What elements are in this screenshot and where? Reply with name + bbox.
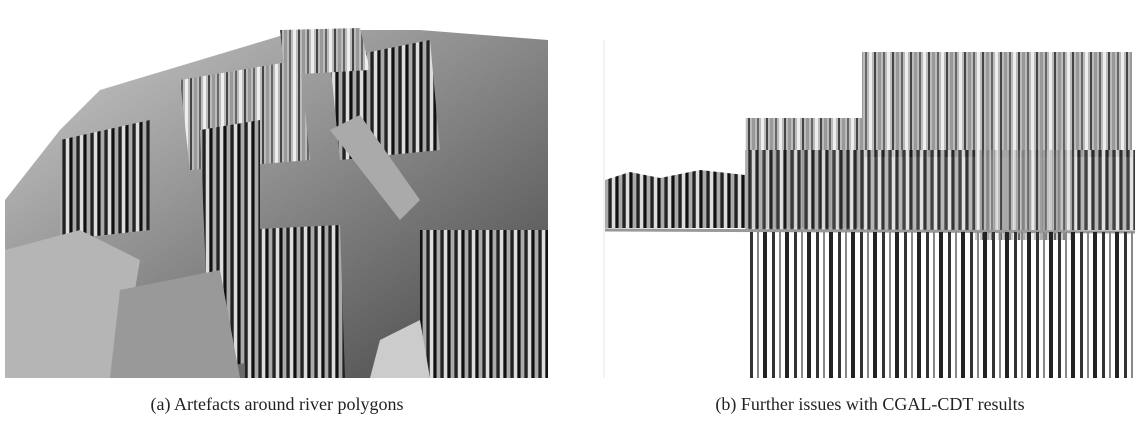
page: (a) Artefacts around river polygons (b) … <box>0 0 1142 423</box>
panel-b-image <box>605 45 1138 378</box>
figure: (a) Artefacts around river polygons (b) … <box>0 0 1142 423</box>
caption: (b) Further issues with CGAL-CDT results <box>715 394 1024 415</box>
panel-a-image <box>5 25 548 378</box>
caption: (a) Artefacts around river polygons <box>151 394 404 415</box>
